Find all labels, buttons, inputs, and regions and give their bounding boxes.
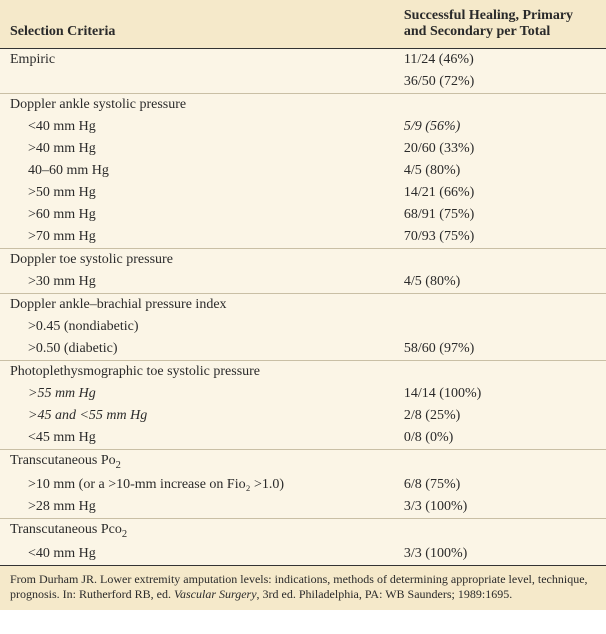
value-cell bbox=[394, 316, 606, 338]
table-row: <40 mm Hg5/9 (56%) bbox=[0, 116, 606, 138]
criteria-cell: >60 mm Hg bbox=[0, 204, 394, 226]
criteria-table: Selection Criteria Successful Healing, P… bbox=[0, 0, 606, 565]
criteria-cell bbox=[0, 71, 394, 94]
table-row: >50 mm Hg14/21 (66%) bbox=[0, 182, 606, 204]
table-row: <40 mm Hg3/3 (100%) bbox=[0, 543, 606, 565]
criteria-cell: Empiric bbox=[0, 49, 394, 72]
table-row: 36/50 (72%) bbox=[0, 71, 606, 94]
header-selection-criteria: Selection Criteria bbox=[0, 0, 394, 49]
criteria-cell: Doppler ankle–brachial pressure index bbox=[0, 294, 394, 317]
value-cell: 14/14 (100%) bbox=[394, 383, 606, 405]
value-cell: 2/8 (25%) bbox=[394, 405, 606, 427]
value-cell bbox=[394, 450, 606, 474]
value-cell: 70/93 (75%) bbox=[394, 226, 606, 249]
value-cell: 0/8 (0%) bbox=[394, 427, 606, 450]
value-cell: 36/50 (72%) bbox=[394, 71, 606, 94]
table-row: Transcutaneous Pco2 bbox=[0, 518, 606, 542]
table-row: >0.50 (diabetic)58/60 (97%) bbox=[0, 338, 606, 361]
table-footnote: From Durham JR. Lower extremity amputati… bbox=[0, 565, 606, 610]
criteria-cell: >45 and <55 mm Hg bbox=[0, 405, 394, 427]
criteria-cell: Transcutaneous Po2 bbox=[0, 450, 394, 474]
table-row: Empiric11/24 (46%) bbox=[0, 49, 606, 72]
criteria-cell: >30 mm Hg bbox=[0, 271, 394, 294]
footnote-post: , 3rd ed. Philadelphia, PA: WB Saunders;… bbox=[257, 587, 513, 601]
value-cell: 5/9 (56%) bbox=[394, 116, 606, 138]
criteria-cell: Photoplethysmographic toe systolic press… bbox=[0, 361, 394, 384]
criteria-cell: >55 mm Hg bbox=[0, 383, 394, 405]
value-cell: 58/60 (97%) bbox=[394, 338, 606, 361]
criteria-cell: <40 mm Hg bbox=[0, 543, 394, 565]
value-cell: 20/60 (33%) bbox=[394, 138, 606, 160]
criteria-cell: <40 mm Hg bbox=[0, 116, 394, 138]
value-cell bbox=[394, 294, 606, 317]
criteria-cell: Doppler ankle systolic pressure bbox=[0, 94, 394, 117]
table-row: >28 mm Hg3/3 (100%) bbox=[0, 496, 606, 519]
criteria-cell: Transcutaneous Pco2 bbox=[0, 518, 394, 542]
table-row: >40 mm Hg20/60 (33%) bbox=[0, 138, 606, 160]
table-row: Transcutaneous Po2 bbox=[0, 450, 606, 474]
value-cell: 14/21 (66%) bbox=[394, 182, 606, 204]
criteria-cell: >0.45 (nondiabetic) bbox=[0, 316, 394, 338]
criteria-cell: <45 mm Hg bbox=[0, 427, 394, 450]
value-cell bbox=[394, 361, 606, 384]
table-row: 40–60 mm Hg4/5 (80%) bbox=[0, 160, 606, 182]
value-cell: 11/24 (46%) bbox=[394, 49, 606, 72]
criteria-table-container: Selection Criteria Successful Healing, P… bbox=[0, 0, 606, 610]
table-row: >70 mm Hg70/93 (75%) bbox=[0, 226, 606, 249]
criteria-cell: >40 mm Hg bbox=[0, 138, 394, 160]
criteria-cell: Doppler toe systolic pressure bbox=[0, 249, 394, 272]
criteria-cell: >70 mm Hg bbox=[0, 226, 394, 249]
value-cell bbox=[394, 94, 606, 117]
table-row: Doppler ankle systolic pressure bbox=[0, 94, 606, 117]
table-row: <45 mm Hg0/8 (0%) bbox=[0, 427, 606, 450]
table-row: >0.45 (nondiabetic) bbox=[0, 316, 606, 338]
table-row: >45 and <55 mm Hg2/8 (25%) bbox=[0, 405, 606, 427]
table-row: >60 mm Hg68/91 (75%) bbox=[0, 204, 606, 226]
value-cell: 3/3 (100%) bbox=[394, 543, 606, 565]
table-row: Photoplethysmographic toe systolic press… bbox=[0, 361, 606, 384]
value-cell: 6/8 (75%) bbox=[394, 474, 606, 496]
footnote-em: Vascular Surgery bbox=[174, 587, 257, 601]
criteria-cell: >10 mm (or a >10-mm increase on Fio₂ >1.… bbox=[0, 474, 394, 496]
value-cell bbox=[394, 249, 606, 272]
value-cell: 4/5 (80%) bbox=[394, 271, 606, 294]
criteria-cell: 40–60 mm Hg bbox=[0, 160, 394, 182]
criteria-cell: >0.50 (diabetic) bbox=[0, 338, 394, 361]
table-row: Doppler ankle–brachial pressure index bbox=[0, 294, 606, 317]
criteria-cell: >28 mm Hg bbox=[0, 496, 394, 519]
value-cell: 4/5 (80%) bbox=[394, 160, 606, 182]
value-cell: 3/3 (100%) bbox=[394, 496, 606, 519]
header-successful-healing: Successful Healing, Primary and Secondar… bbox=[394, 0, 606, 49]
table-body: Empiric11/24 (46%)36/50 (72%)Doppler ank… bbox=[0, 49, 606, 565]
header-row: Selection Criteria Successful Healing, P… bbox=[0, 0, 606, 49]
table-row: Doppler toe systolic pressure bbox=[0, 249, 606, 272]
table-row: >10 mm (or a >10-mm increase on Fio₂ >1.… bbox=[0, 474, 606, 496]
value-cell bbox=[394, 518, 606, 542]
value-cell: 68/91 (75%) bbox=[394, 204, 606, 226]
criteria-cell: >50 mm Hg bbox=[0, 182, 394, 204]
table-row: >55 mm Hg14/14 (100%) bbox=[0, 383, 606, 405]
table-row: >30 mm Hg4/5 (80%) bbox=[0, 271, 606, 294]
